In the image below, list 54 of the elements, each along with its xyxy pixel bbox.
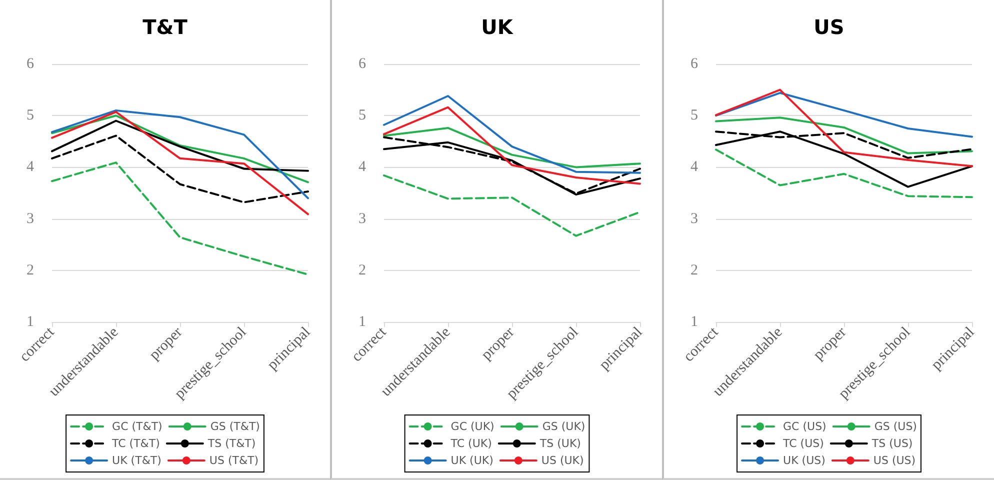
legend-label: US (UK)	[541, 454, 584, 467]
line-series	[51, 109, 309, 200]
chart-title: US	[814, 15, 844, 39]
legend-label: GC (UK)	[450, 420, 494, 433]
y-tick-label: 1	[26, 314, 34, 330]
legend-label: TS (US)	[870, 437, 913, 450]
y-tick-label: 2	[26, 262, 34, 278]
line-series	[383, 106, 641, 185]
line-series	[383, 174, 641, 237]
y-tick-label: 4	[358, 159, 366, 176]
y-tick-label: 5	[358, 108, 366, 124]
y-tick-label: 3	[358, 210, 366, 227]
y-tick-label: 2	[358, 262, 366, 278]
line-series	[51, 162, 309, 276]
y-tick-label: 1	[358, 314, 366, 330]
legend-label: GS (US)	[874, 420, 917, 433]
y-tick-label: 4	[690, 159, 698, 176]
legend-label: TS (UK)	[538, 437, 581, 450]
line-series	[51, 120, 309, 172]
y-tick-label: 6	[358, 56, 366, 72]
y-tick-label: 6	[690, 56, 698, 72]
line-series	[715, 116, 973, 154]
legend-label: GS (T&T)	[210, 420, 260, 433]
legend-label: GC (US)	[783, 420, 826, 433]
line-series	[51, 134, 309, 204]
line-series	[383, 94, 641, 174]
legend-label: TC (US)	[782, 437, 824, 450]
y-tick-label: 5	[26, 108, 34, 124]
y-tick-label: 4	[26, 159, 34, 176]
y-tick-label: 6	[26, 56, 34, 72]
legend-label: GS (UK)	[542, 420, 586, 433]
y-tick-label: 2	[690, 262, 698, 278]
legend-label: UK (US)	[783, 454, 826, 467]
legend-label: UK (UK)	[450, 454, 494, 467]
y-tick-label: 5	[690, 108, 698, 124]
chart-title: UK	[481, 15, 514, 39]
legend-label: TC (UK)	[450, 437, 492, 450]
legend-label: TS (T&T)	[206, 437, 256, 450]
legend-label: US (T&T)	[209, 454, 259, 467]
line-series	[51, 110, 309, 216]
line-series	[715, 148, 973, 198]
legend-label: GC (T&T)	[112, 420, 162, 433]
y-tick-label: 1	[690, 314, 698, 330]
legend-label: UK (T&T)	[112, 454, 162, 467]
y-tick-label: 3	[26, 210, 34, 227]
line-series	[383, 126, 641, 168]
y-tick-label: 3	[690, 210, 698, 227]
line-series	[51, 114, 309, 184]
legend-label: TC (T&T)	[111, 437, 160, 450]
line-series	[715, 130, 973, 188]
legend-label: US (US)	[873, 454, 916, 467]
line-series	[715, 92, 973, 138]
line-series	[715, 88, 973, 168]
chart-title: T&T	[142, 15, 188, 39]
